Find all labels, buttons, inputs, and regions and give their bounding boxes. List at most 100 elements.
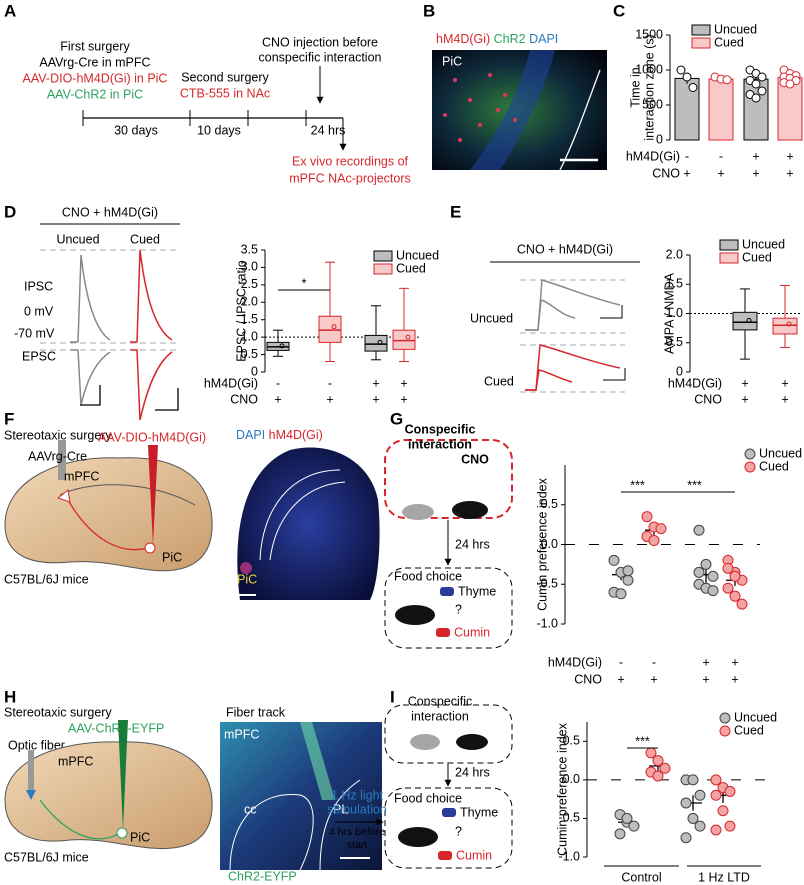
panel-label: A: [4, 1, 16, 20]
row-value: +: [731, 672, 738, 686]
legend-label: Uncued: [396, 248, 439, 262]
data-point: [621, 812, 633, 824]
row-label: CNO: [230, 392, 258, 406]
legend-marker: [373, 250, 393, 262]
data-point: [707, 570, 719, 582]
significance-label: *: [302, 276, 307, 290]
legend-marker: [719, 239, 739, 251]
text: AAV-ChR2-EYFP: [68, 721, 164, 735]
data-point: [615, 588, 627, 600]
data-point: [700, 558, 712, 570]
text: 0 mV: [24, 304, 54, 318]
y-tick-label: 0: [656, 132, 663, 146]
micrograph-band: [470, 50, 555, 170]
panel-label: H: [4, 687, 16, 706]
row-value: -: [719, 149, 723, 163]
row-value: +: [741, 376, 748, 390]
text: mPFC NAc-projectors: [289, 171, 411, 185]
panel-b: hM4D(Gi) ChR2 DAPI PiC: [432, 32, 607, 171]
text: Fiber track: [226, 705, 286, 719]
data-point: [614, 828, 626, 840]
fiber: [28, 750, 34, 790]
y-tick-label: -1.0: [558, 849, 580, 863]
significance-label: ***: [630, 478, 645, 492]
text: CNO + hM4D(Gi): [517, 242, 613, 256]
box: [732, 311, 758, 331]
box: [384, 567, 513, 649]
data-point: [717, 805, 729, 817]
text: stimulation: [327, 802, 387, 816]
text: DAPI: [236, 428, 265, 442]
row-value: +: [326, 392, 333, 406]
text: ChR2-EYFP: [228, 869, 297, 883]
y-tick-label: -0.5: [558, 811, 580, 825]
y-axis-label: Cumin preference index: [535, 477, 549, 610]
box: [392, 329, 416, 350]
row-value: +: [702, 672, 709, 686]
text: mPFC: [224, 727, 259, 741]
neuron: [56, 489, 71, 503]
panel-g-diagram: Conspecific interaction CNO 24 hrs Food …: [384, 422, 513, 649]
text: CNO: [461, 452, 489, 466]
text: PiC: [237, 572, 257, 586]
text: 1 Hz light: [331, 788, 384, 802]
row-value: +: [702, 655, 709, 669]
box: [318, 315, 342, 343]
mean: [405, 334, 411, 340]
text: Cumin: [454, 625, 490, 639]
scale-bar: [155, 388, 179, 411]
row-value: -: [685, 149, 689, 163]
legend-marker: [744, 461, 756, 473]
text: CNO + hM4D(Gi): [62, 205, 158, 219]
data-point: [687, 774, 699, 786]
row-label: hM4D(Gi): [668, 376, 722, 390]
legend-label: Uncued: [759, 446, 802, 460]
row-value: +: [400, 392, 407, 406]
y-tick-label: 0: [251, 364, 258, 378]
cells: [443, 73, 517, 142]
text: PiC: [130, 830, 150, 844]
text: First surgery: [60, 39, 130, 53]
text: Uncued: [56, 232, 99, 246]
text: ?: [455, 824, 462, 838]
legend-label: Uncued: [714, 22, 757, 36]
text: AAV-DIO-hM4D(Gi): [98, 430, 206, 444]
y-tick-label: 1.5: [241, 312, 258, 326]
data-point: [757, 72, 767, 82]
trace: [130, 349, 173, 421]
row-label: CNO: [574, 672, 602, 686]
text: hM4D(Gi): [436, 32, 490, 46]
trace: [525, 279, 621, 331]
legend-label: Cued: [714, 35, 744, 49]
y-tick-label: -1.0: [536, 616, 558, 630]
brain-line: [59, 484, 196, 506]
text: interaction: [411, 709, 469, 723]
data-point: [652, 770, 664, 782]
text: Cued: [484, 374, 514, 388]
row-value: +: [717, 166, 724, 180]
mean: [786, 321, 792, 327]
data-point: [648, 535, 660, 547]
text: 30 days: [114, 123, 158, 137]
text: interaction: [408, 437, 472, 451]
trace: [525, 344, 621, 391]
projection: [39, 799, 121, 840]
panel-e-traces: CNO + hM4D(Gi) Uncued Cued: [470, 242, 640, 393]
row-value: -: [328, 376, 332, 390]
legend-label: Uncued: [734, 710, 777, 724]
text: start: [347, 839, 368, 851]
micrograph: [237, 447, 380, 600]
y-tick-label: 0.5: [563, 734, 580, 748]
y-tick-label: 0.5: [241, 347, 258, 361]
legend-marker: [373, 263, 393, 275]
text: Cumin: [456, 848, 492, 862]
row-value: +: [400, 376, 407, 390]
row-value: +: [752, 149, 759, 163]
legend-label: Uncued: [742, 237, 785, 251]
text: 4 hrs before: [329, 826, 385, 838]
trace: [130, 249, 173, 343]
panel-h: Stereotaxic surgery AAV-ChR2-EYFP Optic …: [4, 705, 382, 883]
data-point: [729, 570, 741, 582]
text: DAPI hM4D(Gi): [236, 428, 323, 442]
